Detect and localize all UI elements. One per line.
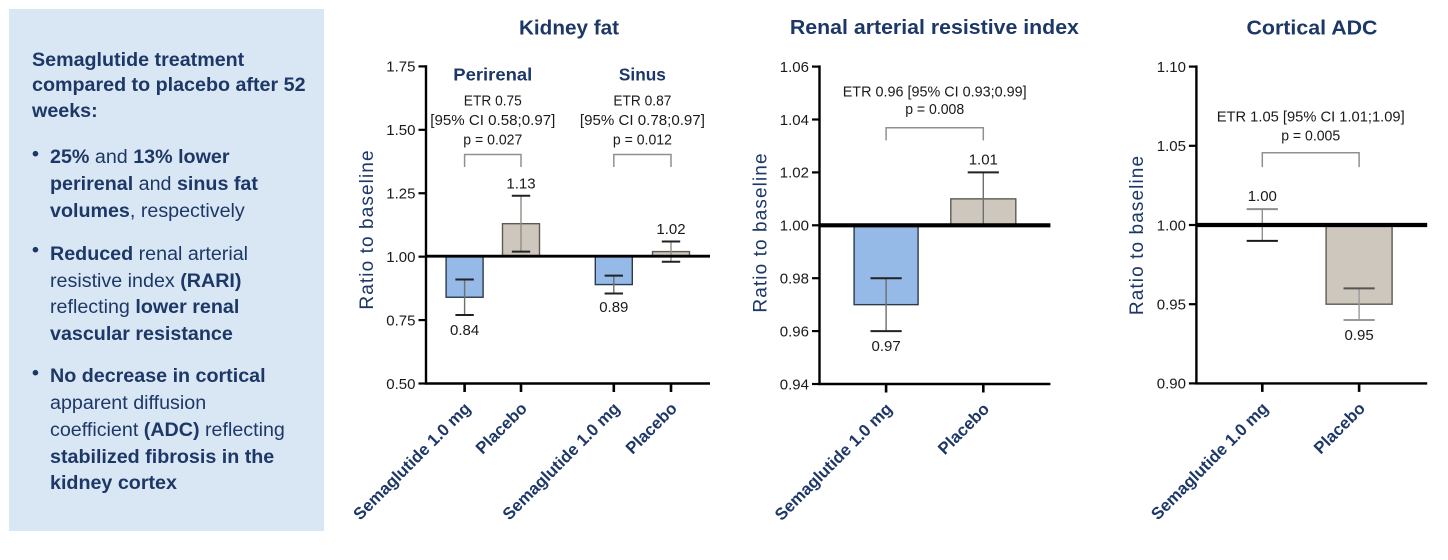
svg-text:ETR 0.87: ETR 0.87 [613, 93, 671, 110]
svg-text:Placebo: Placebo [472, 399, 531, 458]
svg-text:1.13: 1.13 [506, 176, 535, 193]
svg-text:1.25: 1.25 [386, 186, 415, 203]
svg-text:Semaglutide 1.0 mg: Semaglutide 1.0 mg [1147, 399, 1272, 524]
svg-text:ETR 0.75: ETR 0.75 [464, 93, 522, 110]
svg-text:Placebo: Placebo [934, 399, 993, 458]
svg-text:Ratio to baseline: Ratio to baseline [750, 152, 771, 312]
svg-text:p = 0.027: p = 0.027 [463, 131, 522, 148]
svg-text:0.50: 0.50 [386, 376, 415, 393]
svg-text:1.01: 1.01 [969, 151, 998, 168]
svg-text:0.95: 0.95 [1157, 297, 1186, 314]
svg-text:p = 0.012: p = 0.012 [613, 131, 672, 148]
svg-text:ETR 0.96 [95% CI 0.93;0.99]: ETR 0.96 [95% CI 0.93;0.99] [843, 84, 1027, 101]
svg-text:Kidney fat: Kidney fat [519, 16, 619, 39]
svg-text:[95% CI 0.78;0.97]: [95% CI 0.78;0.97] [580, 112, 705, 129]
svg-text:1.06: 1.06 [780, 59, 809, 76]
svg-text:Semaglutide 1.0 mg: Semaglutide 1.0 mg [350, 399, 475, 524]
svg-text:p = 0.005: p = 0.005 [1281, 128, 1340, 145]
svg-text:Ratio to baseline: Ratio to baseline [1127, 155, 1148, 315]
svg-text:0.94: 0.94 [780, 376, 809, 393]
svg-text:0.96: 0.96 [780, 323, 809, 340]
svg-text:1.75: 1.75 [386, 59, 415, 76]
svg-text:Renal arterial resistive index: Renal arterial resistive index [790, 16, 1080, 39]
svg-text:1.04: 1.04 [780, 112, 809, 129]
svg-text:1.02: 1.02 [656, 221, 685, 238]
svg-text:1.50: 1.50 [386, 122, 415, 139]
svg-text:0.89: 0.89 [599, 299, 628, 316]
svg-text:Semaglutide 1.0 mg: Semaglutide 1.0 mg [771, 399, 896, 524]
svg-text:Sinus: Sinus [619, 65, 666, 85]
svg-text:0.97: 0.97 [871, 338, 900, 355]
svg-text:1.00: 1.00 [1248, 188, 1277, 205]
svg-text:Placebo: Placebo [622, 399, 681, 458]
svg-text:0.75: 0.75 [386, 312, 415, 329]
svg-text:Ratio to baseline: Ratio to baseline [357, 149, 378, 309]
svg-text:1.00: 1.00 [386, 249, 415, 266]
svg-text:Perirenal: Perirenal [453, 65, 532, 85]
svg-text:0.95: 0.95 [1344, 327, 1373, 344]
svg-text:1.00: 1.00 [1157, 217, 1186, 234]
svg-text:1.02: 1.02 [780, 165, 809, 182]
svg-text:1.10: 1.10 [1157, 59, 1186, 76]
svg-text:0.98: 0.98 [780, 271, 809, 288]
svg-text:ETR 1.05 [95% CI 1.01;1.09]: ETR 1.05 [95% CI 1.01;1.09] [1217, 108, 1405, 125]
svg-text:[95% CI 0.58;0.97]: [95% CI 0.58;0.97] [430, 112, 555, 129]
svg-text:0.90: 0.90 [1157, 376, 1186, 393]
svg-text:0.84: 0.84 [450, 322, 479, 339]
svg-text:1.00: 1.00 [780, 218, 809, 235]
svg-text:p = 0.008: p = 0.008 [905, 101, 964, 118]
svg-text:Placebo: Placebo [1310, 399, 1369, 458]
svg-text:Cortical ADC: Cortical ADC [1247, 16, 1378, 39]
svg-text:1.05: 1.05 [1157, 138, 1186, 155]
